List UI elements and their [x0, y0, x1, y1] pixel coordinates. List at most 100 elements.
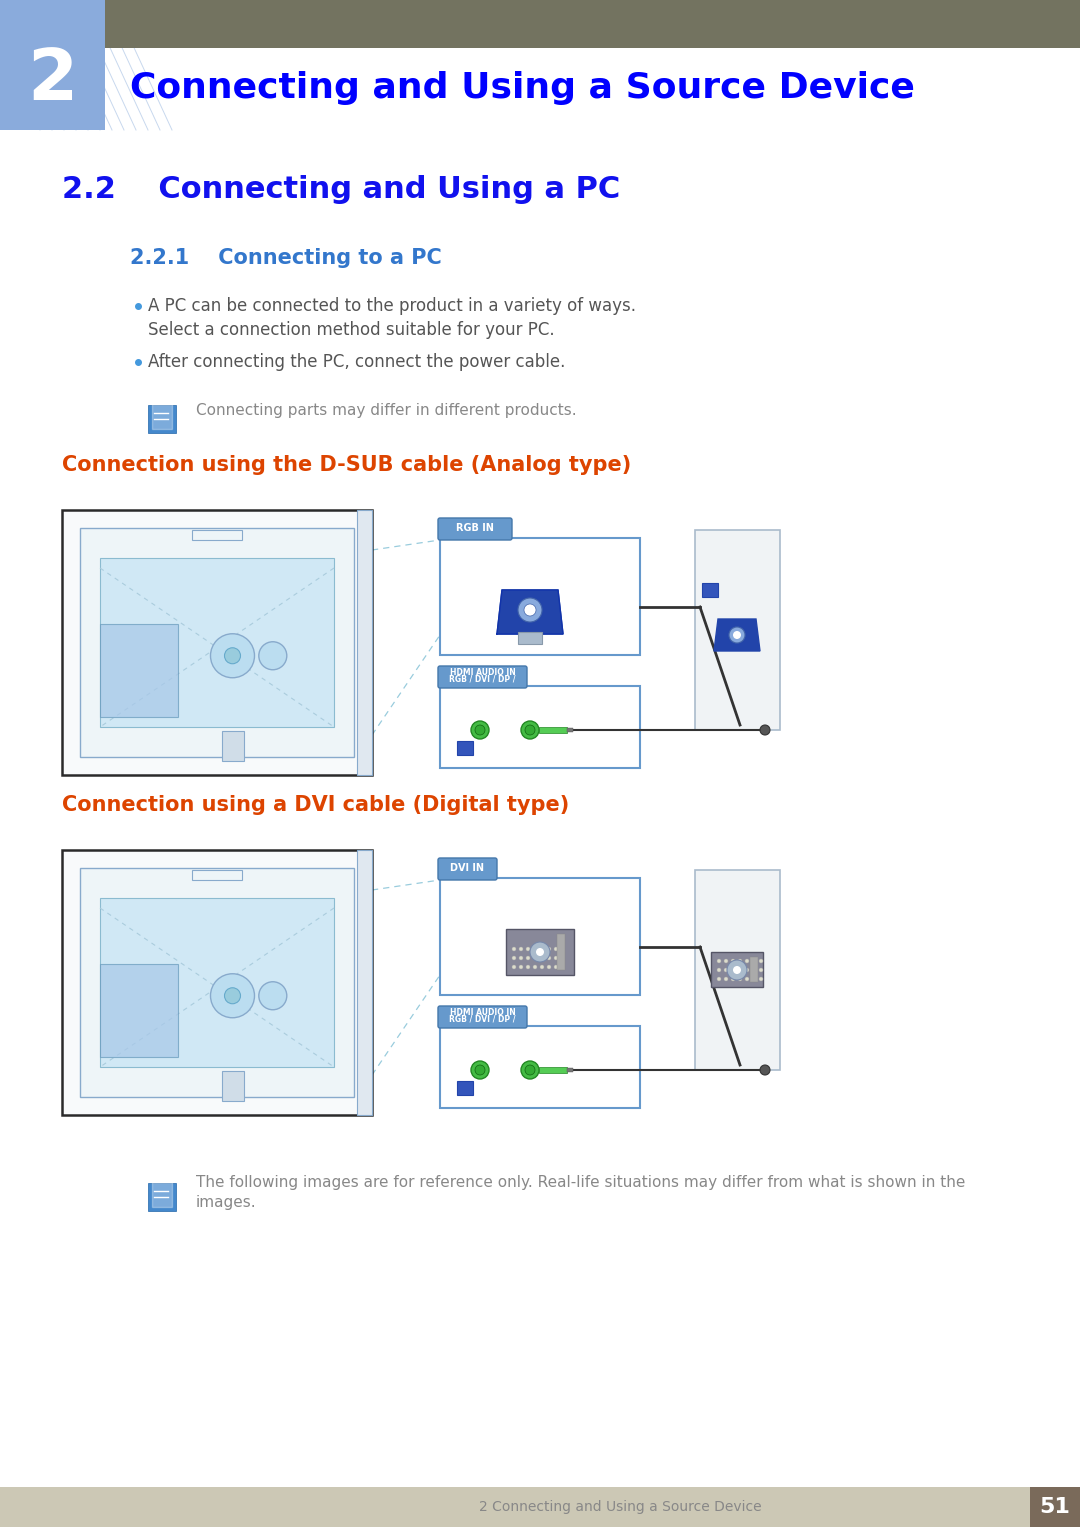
- Circle shape: [211, 634, 255, 678]
- Circle shape: [512, 965, 516, 970]
- Circle shape: [526, 947, 530, 951]
- Bar: [1030, 1487, 1080, 1527]
- Text: After connecting the PC, connect the power cable.: After connecting the PC, connect the pow…: [148, 353, 565, 371]
- Bar: [557, 935, 565, 970]
- Circle shape: [752, 977, 756, 980]
- Text: RGB / DVI / DP /: RGB / DVI / DP /: [449, 675, 516, 684]
- Text: Connection using a DVI cable (Digital type): Connection using a DVI cable (Digital ty…: [62, 796, 569, 815]
- Circle shape: [760, 725, 770, 734]
- Bar: [507, 928, 573, 976]
- Text: 2 Connecting and Using a Source Device: 2 Connecting and Using a Source Device: [478, 1500, 761, 1513]
- Circle shape: [534, 965, 537, 970]
- Bar: [192, 870, 242, 880]
- Circle shape: [521, 1061, 539, 1080]
- Bar: [567, 1067, 573, 1072]
- Circle shape: [521, 721, 539, 739]
- Bar: [62, 510, 372, 776]
- Circle shape: [225, 647, 241, 664]
- Circle shape: [554, 947, 558, 951]
- Text: HDMI AUDIO IN: HDMI AUDIO IN: [449, 1008, 515, 1017]
- Circle shape: [727, 960, 747, 980]
- Bar: [539, 1067, 567, 1073]
- Circle shape: [534, 956, 537, 960]
- Bar: [440, 878, 640, 996]
- Bar: [440, 1026, 640, 1109]
- Bar: [457, 1081, 473, 1095]
- Circle shape: [519, 965, 523, 970]
- Bar: [357, 510, 372, 776]
- Bar: [440, 538, 640, 655]
- Circle shape: [733, 631, 741, 638]
- Circle shape: [526, 965, 530, 970]
- Circle shape: [760, 1064, 770, 1075]
- Text: A PC can be connected to the product in a variety of ways.: A PC can be connected to the product in …: [148, 296, 636, 315]
- Polygon shape: [152, 1159, 172, 1206]
- Circle shape: [512, 947, 516, 951]
- Text: HDMI AUDIO IN: HDMI AUDIO IN: [449, 667, 515, 676]
- Circle shape: [759, 959, 762, 964]
- Circle shape: [534, 947, 537, 951]
- Circle shape: [738, 977, 742, 980]
- Bar: [148, 405, 176, 434]
- Circle shape: [546, 956, 551, 960]
- Circle shape: [525, 725, 535, 734]
- Circle shape: [211, 974, 255, 1019]
- Circle shape: [752, 968, 756, 973]
- Bar: [100, 557, 334, 727]
- Bar: [0, 0, 105, 130]
- Bar: [192, 530, 242, 541]
- Text: RGB / DVI / DP /: RGB / DVI / DP /: [449, 1015, 516, 1025]
- Bar: [539, 727, 567, 733]
- Bar: [100, 625, 177, 718]
- Circle shape: [724, 959, 728, 964]
- FancyBboxPatch shape: [438, 1006, 527, 1028]
- Circle shape: [519, 947, 523, 951]
- Circle shape: [546, 947, 551, 951]
- Text: Connection using the D-SUB cable (Analog type): Connection using the D-SUB cable (Analog…: [62, 455, 631, 475]
- Bar: [518, 632, 542, 644]
- FancyBboxPatch shape: [438, 518, 512, 541]
- Bar: [221, 731, 243, 760]
- Text: 51: 51: [1040, 1496, 1070, 1516]
- Bar: [100, 898, 334, 1067]
- Circle shape: [540, 947, 544, 951]
- Circle shape: [724, 977, 728, 980]
- FancyBboxPatch shape: [438, 858, 497, 880]
- Text: 2: 2: [27, 46, 77, 115]
- Circle shape: [546, 965, 551, 970]
- Bar: [750, 957, 758, 982]
- Circle shape: [745, 959, 750, 964]
- Bar: [702, 583, 718, 597]
- Text: Connecting parts may differ in different products.: Connecting parts may differ in different…: [195, 403, 577, 418]
- Circle shape: [475, 1064, 485, 1075]
- Circle shape: [717, 968, 721, 973]
- Text: 2.2    Connecting and Using a PC: 2.2 Connecting and Using a PC: [62, 176, 620, 205]
- Circle shape: [745, 977, 750, 980]
- Circle shape: [759, 968, 762, 973]
- Bar: [357, 851, 372, 1115]
- Circle shape: [540, 956, 544, 960]
- Bar: [440, 686, 640, 768]
- Bar: [100, 964, 177, 1057]
- Bar: [457, 741, 473, 754]
- Bar: [148, 1183, 176, 1211]
- Circle shape: [259, 982, 287, 1009]
- Bar: [0, 0, 1080, 47]
- Circle shape: [512, 956, 516, 960]
- Polygon shape: [497, 589, 563, 634]
- Circle shape: [738, 968, 742, 973]
- Text: images.: images.: [195, 1196, 257, 1211]
- Circle shape: [752, 959, 756, 964]
- Circle shape: [259, 641, 287, 670]
- Circle shape: [475, 725, 485, 734]
- Circle shape: [518, 599, 542, 621]
- Circle shape: [536, 948, 544, 956]
- Circle shape: [554, 956, 558, 960]
- Circle shape: [524, 605, 536, 615]
- Bar: [80, 867, 354, 1096]
- Circle shape: [540, 965, 544, 970]
- Polygon shape: [714, 618, 760, 651]
- Circle shape: [731, 977, 735, 980]
- Circle shape: [471, 721, 489, 739]
- Text: RGB IN: RGB IN: [456, 524, 494, 533]
